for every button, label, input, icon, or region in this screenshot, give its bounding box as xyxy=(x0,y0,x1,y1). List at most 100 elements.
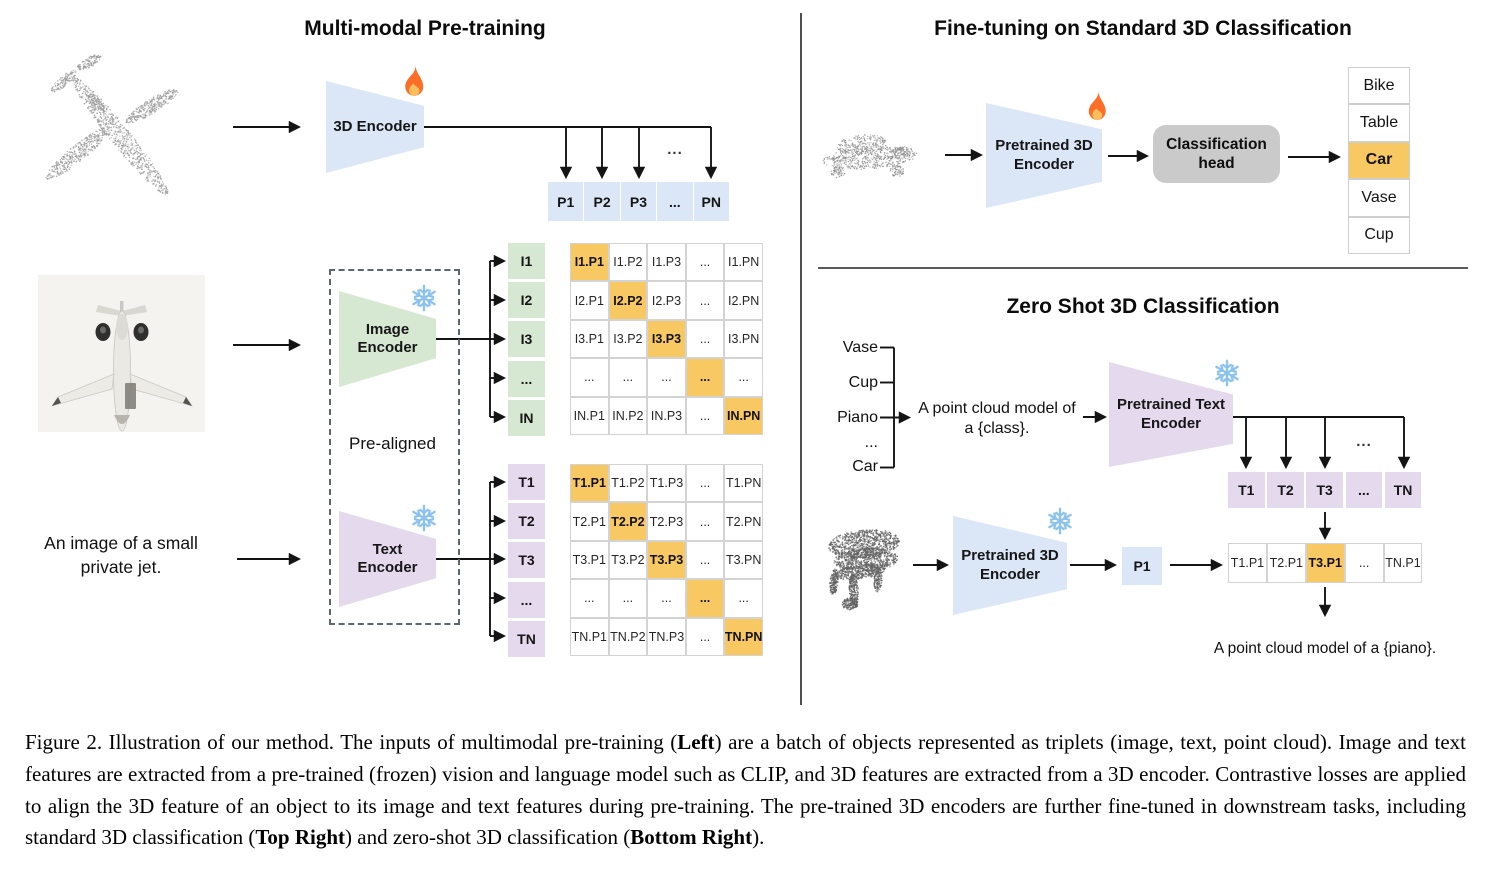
image-feature-column: I1 I2 I3... IN xyxy=(508,243,545,436)
matrix-cell: I3.P1 xyxy=(570,319,609,359)
p-feature-cell: P1 xyxy=(548,182,584,221)
matrix-cell: IN.P3 xyxy=(647,396,686,435)
input-caption-text: An image of a small private jet. xyxy=(44,533,198,577)
matrix-cell: T1.P2 xyxy=(608,464,648,503)
matrix-cell: ... xyxy=(570,579,609,618)
matrix-cell: T3.P3 xyxy=(647,540,686,580)
image-feature-cell: ... xyxy=(508,360,545,397)
matrix-cell: I3.P3 xyxy=(647,319,686,359)
text-feature-column: T1 T2 T3... TN xyxy=(508,464,545,657)
zs-text-feature-cell: TN xyxy=(1384,472,1422,508)
matrix-cell: ... xyxy=(685,540,725,580)
matrix-cell: T3.P1 xyxy=(570,540,609,580)
matrix-cell: ... xyxy=(685,281,725,320)
class-item: Cup xyxy=(1348,216,1410,254)
matrix-cell: T2.PN xyxy=(724,502,763,541)
matrix-cell: I2.PN xyxy=(724,281,763,320)
matrix-cell: ... xyxy=(647,358,686,397)
caption-segment: ). xyxy=(752,825,765,850)
p-feature-cell: P3 xyxy=(620,182,657,221)
matrix-cell: ... xyxy=(724,579,763,618)
matrix-cell: I2.P3 xyxy=(647,281,686,320)
caption-segment: Figure 2. Illustration of our method. Th… xyxy=(25,730,678,754)
image-feature-cell: IN xyxy=(508,399,545,436)
caption-segment: ) and zero-shot 3D classification ( xyxy=(345,825,631,850)
left-panel-title: Multi-modal Pre-training xyxy=(304,17,546,40)
matrix-cell: I2.P2 xyxy=(608,281,648,320)
matrix-cell: ... xyxy=(608,358,648,397)
matrix-cell: TN.P3 xyxy=(647,617,686,656)
zs-similarity-row: T1.P1 T2.P1 T3.P1... TN.P1 xyxy=(1228,543,1423,583)
zs-text-feature-cell: T3 xyxy=(1306,472,1343,508)
class-item: Bike xyxy=(1348,67,1410,105)
zs-class-label: Piano xyxy=(837,409,878,426)
left-input-arrows xyxy=(233,120,302,566)
zs-similarity-cell: T3.P1 xyxy=(1305,543,1345,583)
zs-branch-ellipsis: ... xyxy=(1356,433,1372,450)
p1-feature-cell: P1 xyxy=(1122,547,1162,585)
figure-caption: Figure 2. Illustration of our method. Th… xyxy=(25,727,1466,854)
snowflake-icon xyxy=(1046,507,1074,535)
zero-shot-title: Zero Shot 3D Classification xyxy=(1006,295,1280,318)
text-feature-cell: T1 xyxy=(508,464,545,500)
car-point-cloud xyxy=(822,134,917,179)
matrix-cell: T1.P3 xyxy=(647,464,686,503)
text-feature-cell: ... xyxy=(508,581,545,618)
text-feature-cell: TN xyxy=(508,620,545,657)
caption-bold-segment: Left xyxy=(677,730,715,754)
zs-similarity-cell: T1.P1 xyxy=(1228,543,1267,583)
matrix-cell: TN.PN xyxy=(724,617,763,656)
matrix-cell: T2.P2 xyxy=(608,502,648,541)
class-item: Table xyxy=(1348,104,1410,142)
matrix-cell: IN.PN xyxy=(724,396,763,435)
matrix-cell: IN.P2 xyxy=(608,396,648,435)
p-row-ellipsis: ... xyxy=(667,141,683,158)
zero-shot-class-bracket xyxy=(880,346,912,469)
matrix-cell: ... xyxy=(685,358,725,397)
matrix-cell: T3.PN xyxy=(724,540,763,580)
zs-prompt-text: A point cloud model of a {class}. xyxy=(918,400,1076,437)
class-item: Car xyxy=(1348,141,1410,180)
matrix-cell: TN.P2 xyxy=(608,617,648,656)
matrix-cell: I3.PN xyxy=(724,319,763,359)
matrix-cell: T1.P1 xyxy=(570,464,609,503)
matrix-cell: I1.P2 xyxy=(608,243,648,282)
image-feature-cell: I1 xyxy=(508,243,545,279)
text-feature-cell: T3 xyxy=(508,542,545,579)
zs-text-feature-cell: T1 xyxy=(1228,472,1265,508)
matrix-cell: T2.P1 xyxy=(570,502,609,541)
zs-class-label: Cup xyxy=(848,374,878,391)
matrix-cell: ... xyxy=(724,358,763,397)
zs-text-feature-row: T1 T2 T3... TN xyxy=(1228,472,1422,508)
zs-similarity-cell: T2.P1 xyxy=(1266,543,1306,583)
matrix-cell: I2.P1 xyxy=(570,281,609,320)
airplane-point-cloud xyxy=(45,54,179,196)
zs-class-label: Vase xyxy=(842,339,878,356)
matrix-cell: T1.PN xyxy=(724,464,763,503)
caption-bold-segment: Top Right xyxy=(255,825,346,850)
snowflake-icon xyxy=(410,504,438,532)
matrix-cell: ... xyxy=(685,243,725,282)
matrix-cell: ... xyxy=(685,502,725,541)
p-feature-cell: P2 xyxy=(584,182,620,221)
matrix-cell: I1.P3 xyxy=(647,243,686,282)
matrix-cell: TN.P1 xyxy=(570,617,609,656)
matrix-cell: ... xyxy=(570,358,609,397)
image-feature-cell: I3 xyxy=(508,321,545,358)
p-feature-cell: ... xyxy=(657,182,693,221)
caption-bold-segment: Bottom Right xyxy=(630,825,753,850)
matrix-cell: ... xyxy=(685,579,725,618)
zs-text-feature-cell: T2 xyxy=(1267,472,1304,508)
text-feature-cell: T2 xyxy=(508,503,545,540)
zs-output-text: A point cloud model of a {piano}. xyxy=(1213,640,1437,657)
matrix-cell: ... xyxy=(608,579,648,618)
matrix-cell: IN.P1 xyxy=(570,396,609,435)
matrix-cell: ... xyxy=(685,396,725,435)
matrix-cell: ... xyxy=(685,319,725,359)
fire-icon xyxy=(1083,90,1111,122)
zs-class-label: ... xyxy=(864,434,878,451)
snowflake-icon xyxy=(1213,359,1241,387)
matrix-cell: ... xyxy=(685,617,725,656)
zs-class-label: Car xyxy=(852,458,878,475)
